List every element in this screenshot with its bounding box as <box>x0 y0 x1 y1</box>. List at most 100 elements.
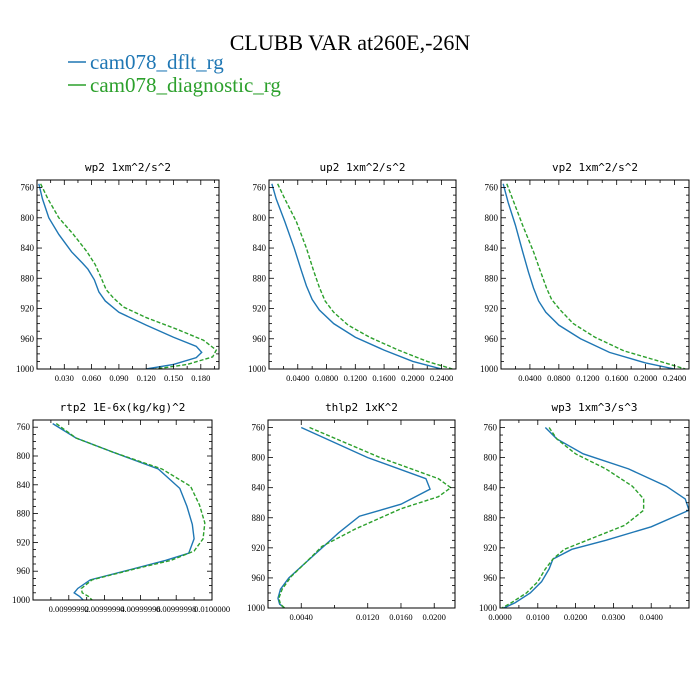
y-tick-label: 840 <box>21 243 35 253</box>
x-tick-label: 0.00999992 <box>49 604 89 614</box>
x-tick-label: 0.1600 <box>372 373 395 383</box>
panel-title: vp2 1xm^2/s^2 <box>552 161 638 174</box>
series-line-diagnostic <box>40 183 218 369</box>
plot-frame <box>500 179 690 370</box>
panel-5: thlp2 1xK^2 760 800 840 880 920 960 1000 0.0040 0… <box>247 401 456 622</box>
x-tick-label: 0.0400 <box>640 612 663 622</box>
y-tick-label: 760 <box>17 422 31 432</box>
x-tick-label: 0.00999996 <box>120 604 160 614</box>
y-tick-label: 840 <box>252 483 266 493</box>
series-line-dflt <box>277 426 431 608</box>
y-tick-label: 880 <box>253 273 267 283</box>
y-tick-label: 1000 <box>247 603 266 613</box>
x-tick-label: 0.0100 <box>526 612 549 622</box>
y-tick-label: 800 <box>253 213 267 223</box>
y-tick-label: 800 <box>484 453 498 463</box>
panel-title: thlp2 1xK^2 <box>325 401 398 414</box>
plot-frame <box>36 179 220 370</box>
y-tick-label: 960 <box>17 566 31 576</box>
y-tick-label: 880 <box>17 509 31 519</box>
y-tick-label: 880 <box>21 273 35 283</box>
y-tick-label: 840 <box>253 243 267 253</box>
y-tick-label: 800 <box>17 451 31 461</box>
series-line-diagnostic <box>278 426 453 608</box>
y-tick-label: 880 <box>252 513 266 523</box>
y-tick-label: 800 <box>252 453 266 463</box>
x-tick-label: 0.0300 <box>602 612 625 622</box>
y-tick-label: 920 <box>484 543 498 553</box>
x-tick-label: 0.0800 <box>547 373 570 383</box>
y-tick-label: 800 <box>21 213 35 223</box>
panel-title: up2 1xm^2/s^2 <box>319 161 405 174</box>
y-tick-label: 1000 <box>16 364 35 374</box>
y-tick-label: 880 <box>485 273 499 283</box>
y-tick-label: 840 <box>485 243 499 253</box>
y-tick-label: 960 <box>253 334 267 344</box>
y-tick-label: 1000 <box>12 595 31 605</box>
x-tick-label: 0.0200 <box>423 612 446 622</box>
x-tick-label: 0.2000 <box>634 373 657 383</box>
series-line-dflt <box>271 183 442 369</box>
x-tick-label: 0.0000 <box>488 612 511 622</box>
x-tick-label: 0.180 <box>191 373 210 383</box>
y-tick-label: 1000 <box>480 364 499 374</box>
x-tick-label: 0.1200 <box>576 373 599 383</box>
y-tick-label: 840 <box>484 483 498 493</box>
x-tick-label: 0.1200 <box>344 373 367 383</box>
x-tick-label: 0.0400 <box>518 373 541 383</box>
panels: wp2 1xm^2/s^2 760 800 840 880 920 960 1000 0.030… <box>12 161 690 622</box>
panel-3: vp2 1xm^2/s^2 760 800 840 880 920 960 1000 0.040… <box>480 161 690 383</box>
panel-2: up2 1xm^2/s^2 760 800 840 880 920 960 1000 0.040… <box>248 161 457 383</box>
legend: cam078_dflt_rg cam078_diagnostic_rg <box>68 50 281 97</box>
y-tick-label: 1000 <box>248 364 267 374</box>
x-tick-label: 0.2400 <box>663 373 686 383</box>
x-tick-label: 0.00999994 <box>84 604 125 614</box>
series-line-diagnostic <box>506 183 686 369</box>
series-line-dflt <box>38 183 203 369</box>
y-tick-label: 920 <box>485 304 499 314</box>
panel-title: wp2 1xm^2/s^2 <box>85 161 171 174</box>
x-tick-label: 0.2400 <box>430 373 453 383</box>
panel-title: wp3 1xm^3/s^3 <box>551 401 637 414</box>
plot-frame <box>32 419 213 601</box>
y-tick-label: 920 <box>21 304 35 314</box>
x-tick-label: 0.0100000 <box>194 604 230 614</box>
x-tick-label: 0.120 <box>137 373 156 383</box>
y-tick-label: 960 <box>21 334 35 344</box>
panel-6: wp3 1xm^3/s^3 760 800 840 880 920 960 10000.000… <box>479 401 690 622</box>
x-tick-label: 0.0800 <box>315 373 338 383</box>
series-line-dflt <box>503 427 689 608</box>
y-tick-label: 880 <box>484 513 498 523</box>
x-tick-label: 0.150 <box>164 373 183 383</box>
series-line-dflt <box>52 423 195 600</box>
panel-4: rtp2 1E-6x(kg/kg)^2 760 800 840 880 920 960 100… <box>12 401 230 614</box>
plot-frame <box>499 419 690 609</box>
y-tick-label: 760 <box>21 183 35 193</box>
x-tick-label: 0.0200 <box>564 612 587 622</box>
plot-frame <box>267 419 456 609</box>
panel-title: rtp2 1E-6x(kg/kg)^2 <box>60 401 186 414</box>
y-tick-label: 840 <box>17 480 31 490</box>
y-tick-label: 760 <box>485 183 499 193</box>
legend-label-dflt: cam078_dflt_rg <box>90 50 224 74</box>
series-line-diagnostic <box>55 423 206 600</box>
y-tick-label: 960 <box>484 573 498 583</box>
y-tick-label: 960 <box>485 334 499 344</box>
y-tick-label: 760 <box>253 183 267 193</box>
y-tick-label: 920 <box>253 304 267 314</box>
x-tick-label: 0.090 <box>109 373 128 383</box>
figure-title: CLUBB VAR at260E,-26N <box>230 30 471 55</box>
y-tick-label: 760 <box>484 423 498 433</box>
y-tick-label: 920 <box>252 543 266 553</box>
x-tick-label: 0.2000 <box>401 373 424 383</box>
x-tick-label: 0.0120 <box>356 612 379 622</box>
x-tick-label: 0.0400 <box>286 373 309 383</box>
plot-frame <box>268 179 457 370</box>
series-line-diagnostic <box>501 427 645 608</box>
y-tick-label: 920 <box>17 537 31 547</box>
x-tick-label: 0.00999998 <box>156 604 196 614</box>
x-tick-label: 0.0040 <box>290 612 313 622</box>
y-tick-label: 960 <box>252 573 266 583</box>
y-tick-label: 760 <box>252 423 266 433</box>
